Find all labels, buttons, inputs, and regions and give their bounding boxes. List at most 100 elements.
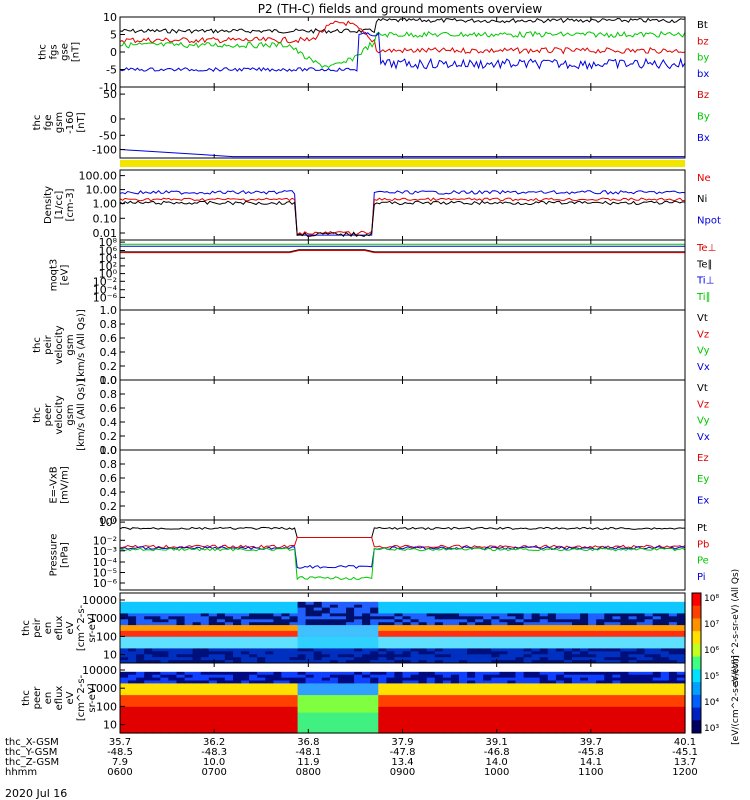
spectrogram-cell [644,727,654,731]
spectrogram-cell [644,619,654,623]
spectrogram-cell [491,700,500,705]
spectrogram-cell [572,663,581,667]
spectrogram-cell [442,677,452,682]
spectrogram-cell [394,698,404,702]
spectrogram-cell [249,630,258,635]
spectrogram-cell [200,619,210,623]
spectrogram-cell [539,674,549,679]
spectrogram-cell [136,622,145,626]
spectrogram-cell [418,718,428,722]
spectrogram-cell [620,601,630,606]
spectrogram-cell [418,628,428,632]
spectrogram-cell [216,625,226,629]
y-tick-label: 10⁻³ [93,545,117,558]
y-tick-label: 10⁻⁴ [93,284,118,297]
spectrogram-cell [192,709,202,714]
spectrogram-cell [612,651,622,655]
spectrogram-cell [596,613,605,617]
orbit-value: 39.1 [486,737,508,748]
spectrogram-cell [531,625,541,629]
spectrogram-cell [596,642,605,647]
spectrogram-cell [434,610,444,614]
spectrogram-cell [128,642,137,647]
y-tick-label: 10000 [82,594,117,607]
spectrogram-cell [289,616,299,620]
orbit-value: -47.8 [390,747,416,758]
y-tick-label: -10 [99,81,117,94]
y-tick-label: 1.0 [100,374,118,387]
spectrogram-cell [507,698,517,702]
spectrogram-cell [362,651,371,655]
colorbar-tick: 10⁶ [704,646,719,656]
spectrogram-cell [136,724,145,728]
spectrogram-cell [192,700,202,705]
spectrogram-cell [572,622,581,626]
spectrogram-cell [426,598,436,603]
spectrogram-cell [563,700,573,705]
spectrogram-cell [450,730,460,734]
spectrogram-cell [144,730,153,734]
y-tick-label: 10⁻² [93,275,117,288]
spectrogram-cell [176,715,186,719]
spectrogram-cell [136,619,145,623]
spectrogram-cell [192,595,202,600]
spectrogram-cell [192,698,202,702]
spectrogram-cell [144,674,153,679]
spectrogram-cell [668,671,678,676]
spectrogram-cell [555,709,565,714]
spectrogram-cell [515,639,525,644]
spectrogram-cell [555,601,565,606]
spectrogram-cell [652,663,662,667]
spectrogram-cell [192,598,202,603]
orbit-value: 14.1 [580,757,602,768]
spectrogram-cell [273,651,283,655]
spectrogram-cell [313,703,323,708]
spectrogram-cell [321,698,331,702]
legend-peir-0: Vt [697,313,708,324]
spectrogram-cell [233,595,242,600]
spectrogram-cell [676,712,686,717]
spectrogram-cell [265,674,274,679]
spectrogram-cell [120,642,129,647]
spectrogram-cell [378,630,387,635]
spectrogram-cell [378,671,387,676]
spectrogram-cell [402,616,412,620]
spectrogram-cell [563,657,573,661]
spectrogram-cell [547,706,557,711]
spectrogram-cell [192,668,202,673]
spectrogram-cell [668,683,678,687]
spectrogram-cell [418,645,428,649]
spectrogram-cell [563,654,573,658]
spectrogram-cell [434,648,444,652]
spectrogram-cell [136,677,145,682]
spectrogram-cell [612,663,622,667]
spectrogram-cell [168,698,178,702]
spectrogram-cell [426,628,436,632]
spectrogram-cell [321,665,331,670]
spectrogram-cell [596,616,605,620]
spectrogram-cell [612,680,622,684]
spectrogram-cell [337,616,347,620]
spectrogram-cell [467,715,476,719]
spectrogram-cell [281,616,291,620]
spectrogram-cell [329,601,339,606]
y-tick-label: 0.2 [100,430,118,443]
spectrogram-cell [636,622,646,626]
spectrogram-cell [120,695,129,699]
legend-density-1: Ni [697,194,707,205]
spectrogram-cell [184,683,194,687]
spectrogram-cell [128,677,137,682]
spectrogram-cell [652,703,662,708]
spectrogram-cell [410,657,420,661]
spectrogram-cell [410,598,420,603]
spectrogram-cell [281,636,291,641]
spectrogram-cell [386,636,396,641]
spectrogram-cell [410,668,420,673]
spectrogram-cell [289,651,299,655]
spectrogram-cell [612,700,622,705]
spectrogram-cell [572,718,581,722]
spectrogram-cell [604,622,613,626]
spectrogram-cell [580,610,589,614]
spectrogram-cell [483,698,492,702]
spectrogram-cell [192,610,202,614]
